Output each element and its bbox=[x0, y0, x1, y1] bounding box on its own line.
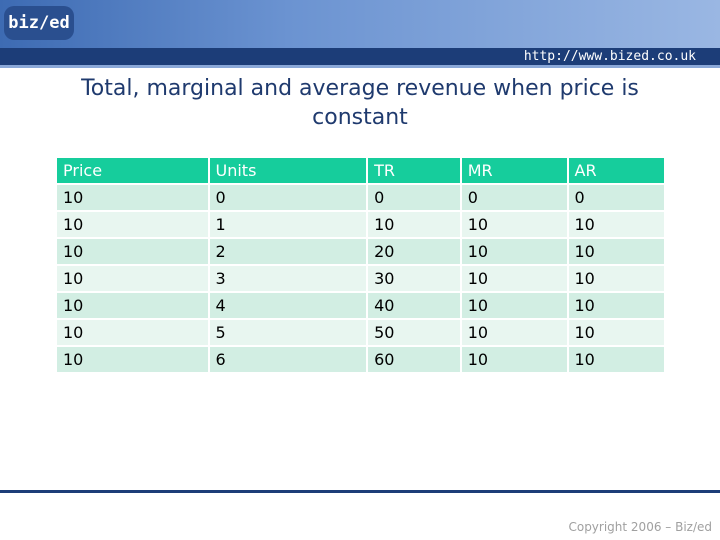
table-cell: 0 bbox=[459, 183, 569, 212]
table-row: 10 1 10 10 10 bbox=[55, 210, 666, 239]
table-cell: 5 bbox=[207, 318, 369, 347]
table-cell: 10 bbox=[566, 264, 666, 293]
table-cell: 10 bbox=[55, 345, 210, 374]
table-row: 10 4 40 10 10 bbox=[55, 291, 666, 320]
logo: biz/ed bbox=[4, 6, 74, 40]
table-cell: 60 bbox=[366, 345, 462, 374]
table-cell: 1 bbox=[207, 210, 369, 239]
footer-rule bbox=[0, 490, 720, 493]
table-cell: 10 bbox=[55, 264, 210, 293]
table-cell: 20 bbox=[366, 237, 462, 266]
table-cell: 40 bbox=[366, 291, 462, 320]
column-header: Units bbox=[207, 156, 369, 185]
table-cell: 4 bbox=[207, 291, 369, 320]
column-header: Price bbox=[55, 156, 210, 185]
table-cell: 10 bbox=[566, 345, 666, 374]
table-row: 10 0 0 0 0 bbox=[55, 183, 666, 212]
table-cell: 10 bbox=[566, 210, 666, 239]
table-cell: 10 bbox=[459, 210, 569, 239]
table-row: 10 5 50 10 10 bbox=[55, 318, 666, 347]
table-cell: 10 bbox=[366, 210, 462, 239]
column-header: AR bbox=[566, 156, 666, 185]
title: Total, marginal and average revenue when… bbox=[81, 76, 639, 130]
table-cell: 2 bbox=[207, 237, 369, 266]
table-cell: 6 bbox=[207, 345, 369, 374]
header-row: Price Units TR MR AR bbox=[55, 156, 666, 185]
table-cell: 3 bbox=[207, 264, 369, 293]
table-cell: 10 bbox=[459, 264, 569, 293]
table-cell: 0 bbox=[566, 183, 666, 212]
table-cell: 50 bbox=[366, 318, 462, 347]
table-cell: 10 bbox=[566, 318, 666, 347]
table-cell: 10 bbox=[566, 291, 666, 320]
banner: biz/ed bbox=[0, 0, 720, 48]
table-cell: 10 bbox=[55, 237, 210, 266]
table-row: 10 6 60 10 10 bbox=[55, 345, 666, 374]
table-cell: 0 bbox=[366, 183, 462, 212]
table-cell: 0 bbox=[207, 183, 369, 212]
table-cell: 10 bbox=[459, 318, 569, 347]
table-cell: 10 bbox=[459, 345, 569, 374]
url: http://www.bized.co.uk bbox=[523, 49, 696, 64]
table-cell: 10 bbox=[566, 237, 666, 266]
table-cell: 10 bbox=[55, 291, 210, 320]
footer: Copyright 2006 – Biz/ed bbox=[568, 520, 712, 534]
column-header: MR bbox=[459, 156, 569, 185]
column-header: TR bbox=[366, 156, 462, 185]
table-body: 10 0 0 0 0 10 1 10 10 10 10 2 20 10 10 10 3 30 10 10 10 4 40 10… bbox=[55, 183, 666, 374]
url-bar: http://www.bized.co.uk bbox=[0, 48, 720, 68]
table-cell: 10 bbox=[55, 210, 210, 239]
table-cell: 10 bbox=[55, 318, 210, 347]
table-cell: 10 bbox=[459, 237, 569, 266]
table-cell: 10 bbox=[459, 291, 569, 320]
table-row: 10 2 20 10 10 bbox=[55, 237, 666, 266]
table: Price Units TR MR AR 10 0 0 0 0 10 1 10 10 10 10 2 20 10 1… bbox=[55, 156, 666, 374]
table-row: 10 3 30 10 10 bbox=[55, 264, 666, 293]
table-cell: 30 bbox=[366, 264, 462, 293]
table-cell: 10 bbox=[55, 183, 210, 212]
